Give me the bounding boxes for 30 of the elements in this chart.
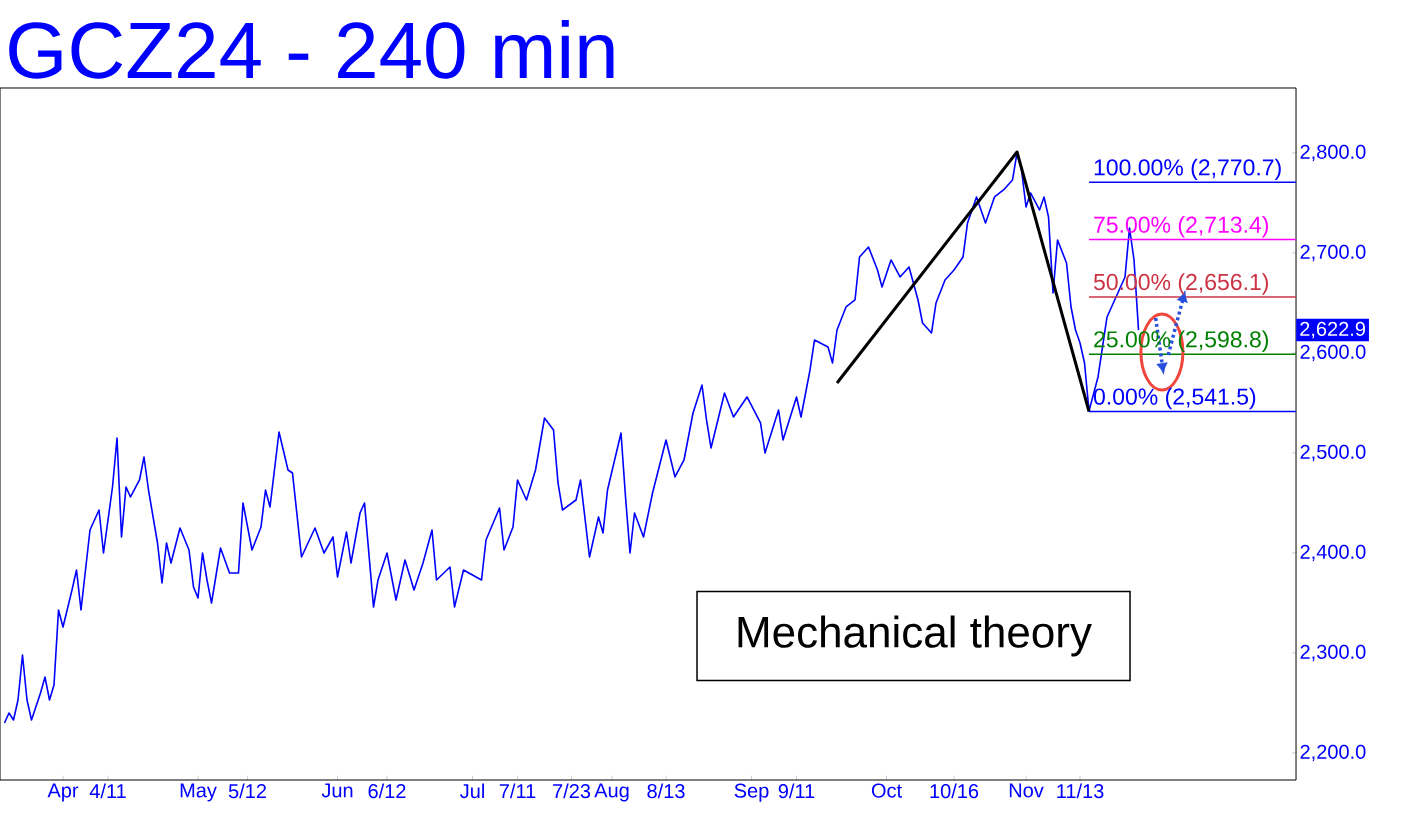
x-tick-label: 11/13 <box>1057 783 1104 799</box>
annotation: Mechanical theory <box>738 615 1092 657</box>
ref-line-label: 75.00% (2,713.4) <box>1094 215 1269 238</box>
y-tick-label: 2,400.0 <box>1300 544 1366 562</box>
x-tick-label: Jun <box>321 783 353 798</box>
y-tick-label: 2,300.0 <box>1300 644 1366 662</box>
x-tick-label: 7/11 <box>499 783 536 799</box>
y-tick-label: 2,200.0 <box>1300 744 1366 762</box>
x-tick-label: Aug <box>594 783 629 802</box>
x-tick-label: 4/11 <box>89 783 126 799</box>
x-tick-label: May <box>180 783 217 802</box>
x-tick-label: Nov <box>1009 783 1044 798</box>
x-tick-label: Jul <box>460 783 484 799</box>
x-tick-label: Oct <box>871 783 902 798</box>
y-tick-label: 2,500.0 <box>1300 444 1366 462</box>
x-tick-label: 8/13 <box>647 783 685 799</box>
x-tick-label: Apr <box>47 783 79 802</box>
x-tick-label: 6/12 <box>368 783 406 799</box>
x-tick-label: 7/23 <box>553 783 591 799</box>
y-tick-label: 2,700.0 <box>1300 244 1366 262</box>
text: 2,622.9 <box>1300 321 1365 339</box>
x-tick-label: 5/12 <box>228 783 266 799</box>
y-tick-label: 2,600.0 <box>1300 344 1366 362</box>
x-tick-label: 9/11 <box>778 783 815 799</box>
x-tick-label: Sep <box>734 783 769 802</box>
ref-line-label: 100.00% (2,770.7) <box>1094 158 1281 181</box>
chart-title: GCZ24 - 240 min <box>9 20 614 79</box>
y-tick-label: 2,800.0 <box>1300 144 1366 162</box>
x-tick-label: 10/16 <box>930 783 979 799</box>
ref-line-label: 0.00% (2,541.5) <box>1093 387 1256 410</box>
